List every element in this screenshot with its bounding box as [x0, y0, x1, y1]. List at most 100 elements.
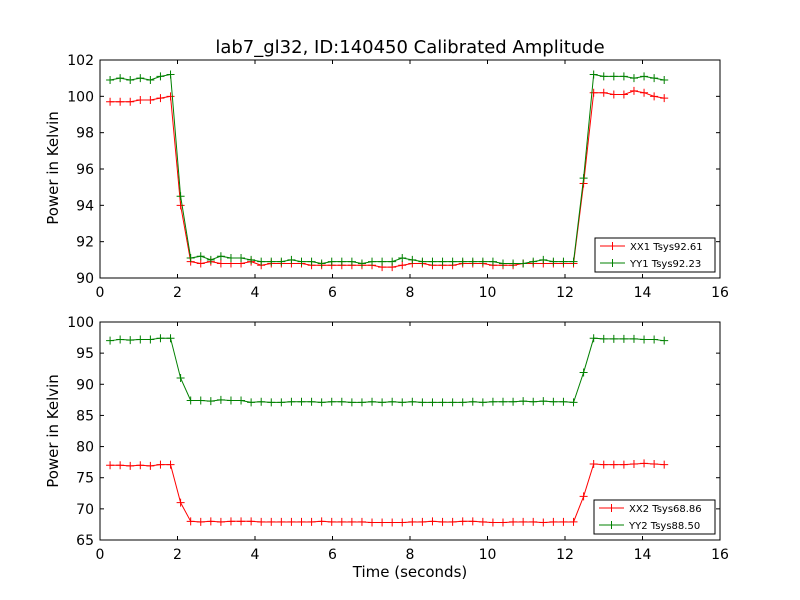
bottom-series-0-point [438, 517, 447, 526]
bottom-x-tick-label: 12 [556, 547, 574, 563]
bottom-series-0-point [650, 460, 659, 469]
bottom-series-1-point [539, 397, 548, 406]
top-series-1-point [156, 72, 165, 81]
bottom-series-0-point [287, 517, 296, 526]
top-series-1-point [146, 75, 155, 84]
top-y-axis-label: Power in Kelvin [44, 111, 62, 225]
top-legend-label-yy1: YY1 Tsys92.23 [629, 259, 701, 270]
top-ticks-group: 0 2 4 6 8 10 12 14 16 90 92 94 96 98 100 102 [67, 53, 729, 301]
top-series-0-point [156, 94, 165, 103]
bottom-series-0-point [418, 517, 427, 526]
bottom-series-0-point [247, 517, 256, 526]
bottom-series-1-point [166, 334, 175, 343]
top-series-1-point [116, 74, 125, 83]
bottom-series-0-point [619, 460, 628, 469]
bottom-series-0-point [509, 517, 518, 526]
bottom-series-0-point [126, 461, 135, 470]
bottom-series-1-point [488, 397, 497, 406]
top-y-tick-label: 92 [76, 235, 94, 251]
bottom-series-0-point [539, 518, 548, 527]
bottom-series-1-point [478, 398, 487, 407]
bottom-series-0-point [579, 492, 588, 501]
bottom-series-1-point [609, 334, 618, 343]
bottom-series-1-point [206, 397, 215, 406]
top-series-1-point [408, 255, 417, 264]
top-series-1-point [438, 257, 447, 266]
bottom-series-1-point [287, 397, 296, 406]
top-y-tick-label: 102 [67, 53, 94, 69]
bottom-y-tick-label: 80 [76, 440, 94, 456]
top-series-1-point [629, 74, 638, 83]
top-plot-frame [99, 59, 721, 279]
bottom-series-1-point [529, 397, 538, 406]
top-series-1-point [357, 259, 366, 268]
top-x-tick-label: 14 [634, 285, 652, 301]
bottom-plot-frame [99, 321, 721, 541]
bottom-series-0-point [589, 460, 598, 469]
bottom-series-1-point [126, 336, 135, 345]
bottom-series-1-point [247, 398, 256, 407]
bottom-series-1-point [216, 395, 225, 404]
bottom-series-0-point [640, 459, 649, 468]
bottom-y-tick-label: 85 [76, 408, 94, 424]
top-series-1-point [277, 257, 286, 266]
bottom-series-1-point [186, 396, 195, 405]
top-series-1-point [267, 257, 276, 266]
top-series-0-point [196, 259, 205, 268]
bottom-series-0-point [499, 518, 507, 527]
bottom-series-1-point [640, 335, 649, 344]
bottom-series-0-point [519, 517, 528, 526]
bottom-series-0-point [176, 498, 185, 507]
bottom-series-0-point [307, 517, 316, 526]
bottom-series-0-point [559, 517, 568, 526]
bottom-series-1-point [378, 398, 387, 407]
bottom-series-1-point [418, 398, 427, 407]
bottom-x-tick-label: 0 [96, 547, 105, 563]
bottom-series-0-point [136, 461, 145, 470]
top-series-1-point [660, 75, 669, 84]
top-series-1-point [418, 257, 427, 266]
top-series-1-point [589, 70, 598, 79]
bottom-series-1-point [327, 397, 336, 406]
top-x-tick-label: 8 [406, 285, 415, 301]
bottom-series-0-point [549, 517, 558, 526]
top-series-1-point [569, 257, 578, 266]
bottom-series-0-point [488, 518, 497, 527]
top-series-1-point [509, 259, 518, 268]
bottom-series-1-point [468, 397, 477, 406]
top-series-1-point [287, 255, 296, 264]
bottom-series-0-point [398, 518, 407, 527]
bottom-series-1-point [317, 398, 326, 407]
top-series-0-point [619, 90, 628, 99]
top-series-1-point [579, 174, 588, 183]
bottom-series-group [106, 334, 669, 527]
bottom-y-tick-label: 70 [76, 502, 94, 518]
top-series-1-point [609, 72, 618, 81]
top-series-0-point [629, 86, 638, 95]
top-series-1-point [226, 254, 235, 263]
bottom-series-0-point [629, 460, 638, 469]
top-legend-box [594, 237, 716, 273]
bottom-x-tick-label: 14 [634, 547, 652, 563]
top-series-1-point [257, 257, 266, 266]
bottom-series-1-point [629, 334, 638, 343]
top-series-0-point [176, 201, 185, 210]
bottom-series-0-point [297, 517, 306, 526]
bottom-series-1-point [660, 336, 669, 345]
top-series-0-point [116, 97, 125, 106]
bottom-series-1-point [499, 397, 507, 406]
bottom-series-0-point [206, 517, 215, 526]
bottom-series-0-point [216, 517, 225, 526]
bottom-x-tick-label: 2 [173, 547, 182, 563]
top-series-1-point [640, 72, 649, 81]
top-series-1-point [619, 72, 628, 81]
top-x-tick-label: 6 [328, 285, 337, 301]
bottom-y-tick-label: 75 [76, 471, 94, 487]
top-y-tick-label: 90 [76, 271, 94, 287]
bottom-series-0-point [156, 460, 165, 469]
bottom-x-tick-label: 6 [328, 547, 337, 563]
top-series-1-point [216, 252, 225, 261]
bottom-series-0-point [267, 517, 276, 526]
bottom-ticks-group: 0 2 4 6 8 10 12 14 16 65 70 75 80 85 90 95 100 [67, 315, 729, 563]
